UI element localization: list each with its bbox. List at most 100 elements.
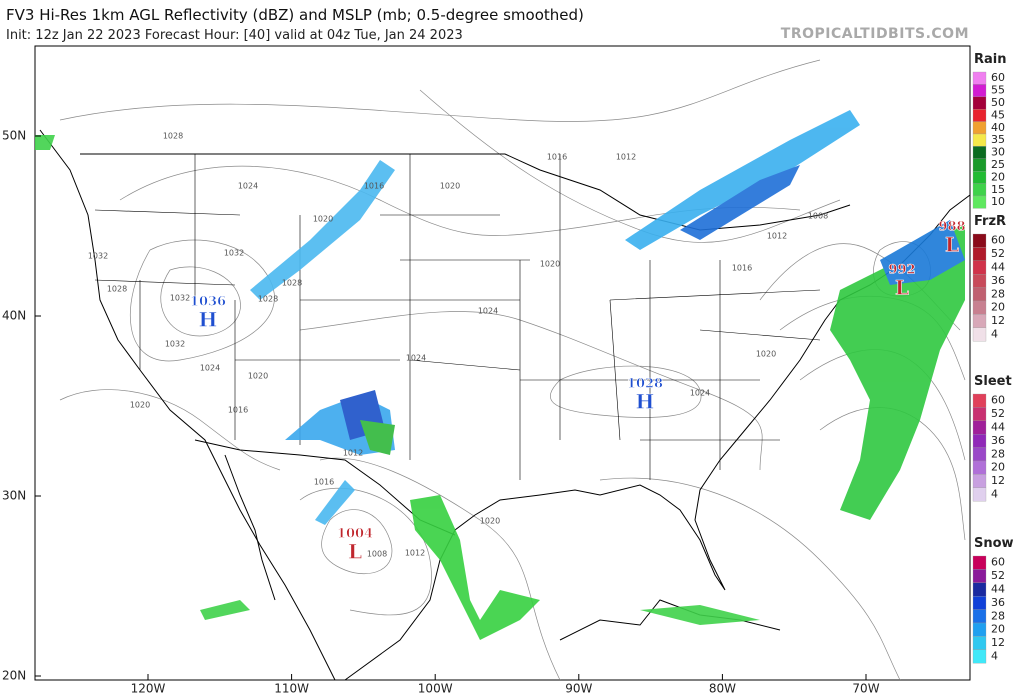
isobar-label: 1016 [732, 264, 752, 273]
legend-title: Rain [974, 52, 1007, 67]
legend-tick: 50 [991, 96, 1005, 109]
isobar-label: 1024 [238, 182, 258, 191]
isobar-label: 1016 [547, 153, 567, 162]
legend-swatch [972, 622, 987, 637]
isobar-label: 1020 [248, 372, 268, 381]
legend-swatch [972, 434, 987, 448]
lon-label: 90W [565, 682, 592, 696]
legend-swatch [972, 407, 987, 421]
legend-swatch [972, 146, 987, 159]
brand: TROPICALTIDBITS.COM [781, 26, 969, 42]
legend-tick: 36 [991, 596, 1005, 609]
legend-tick: 12 [991, 314, 1005, 327]
isobar-label: 1020 [130, 401, 150, 410]
isobar-label: 1024 [690, 389, 710, 398]
legend-swatch [972, 569, 987, 583]
legend-tick: 45 [991, 108, 1005, 121]
lat-label: 50N [2, 129, 26, 143]
isobar-label: 1016 [228, 406, 248, 415]
legend-title: FrzR [974, 214, 1006, 229]
legend-tick: 20 [991, 623, 1005, 636]
legend-tick: 36 [991, 274, 1005, 287]
map: 1028 1024 1016 1020 1016 1012 1020 1024 1024 1024… [34, 45, 971, 681]
pressure-letter: L [348, 540, 362, 564]
legend-swatch [972, 171, 987, 184]
legend-swatch [972, 460, 987, 475]
isobar-label: 1024 [406, 354, 426, 363]
legend-tick: 55 [991, 84, 1005, 97]
legend-tick: 35 [991, 133, 1005, 146]
isobar-label: 1020 [440, 182, 460, 191]
isobar-label: 1020 [540, 260, 560, 269]
legend-tick: 40 [991, 121, 1005, 134]
axis-labels: 50N 40N 30N 20N 120W 110W 100W 90W 80W 70W [2, 129, 880, 696]
legend-tick: 60 [991, 394, 1005, 407]
legend-swatch [972, 300, 987, 315]
legend: Rain6055504540353025201510FrzR6052443628… [972, 52, 1014, 664]
legend-tick: 44 [991, 421, 1005, 434]
legend-swatch [972, 121, 987, 135]
lon-label: 70W [852, 682, 879, 696]
legend-swatch [972, 393, 987, 408]
title: FV3 Hi-Res 1km AGL Reflectivity (dBZ) an… [6, 6, 584, 24]
pressure-value: 992 [888, 263, 915, 278]
legend-tick: 60 [991, 234, 1005, 247]
legend-tick: 20 [991, 461, 1005, 474]
isobar-label: 1016 [314, 478, 334, 487]
legend-swatch [972, 474, 987, 488]
legend-tick: 10 [991, 195, 1005, 208]
state-lines [94, 154, 821, 480]
legend-swatch [972, 555, 987, 570]
legend-swatch [972, 260, 987, 275]
legend-tick: 20 [991, 170, 1005, 183]
isobar-label: 1028 [163, 132, 183, 141]
isobar-label: 1012 [343, 449, 363, 458]
pressure-value: 1036 [190, 295, 226, 310]
legend-swatch [972, 596, 987, 610]
legend-tick: 28 [991, 609, 1005, 622]
legend-swatch [972, 133, 987, 147]
legend-tick: 52 [991, 247, 1005, 260]
isobar-label: 1028 [107, 285, 127, 294]
lon-label: 80W [709, 682, 736, 696]
isobar-label: 1020 [313, 215, 333, 224]
legend-swatch [972, 233, 987, 248]
isobar-label: 1032 [165, 340, 185, 349]
isobar-label: 1020 [480, 517, 500, 526]
pressure-letter: L [945, 233, 959, 257]
isobar-label: 1032 [170, 294, 190, 303]
precipitation [35, 110, 965, 640]
legend-swatch [972, 96, 987, 110]
lon-label: 120W [131, 682, 166, 696]
legend-swatch [972, 158, 987, 172]
legend-tick: 44 [991, 261, 1005, 274]
pressure-value: 1004 [337, 527, 373, 542]
legend-tick: 52 [991, 407, 1005, 420]
legend-swatch [972, 195, 987, 209]
legend-swatch [972, 71, 987, 85]
isobar-labels: 1028 1024 1016 1020 1016 1012 1020 1024 1024 1024… [88, 132, 828, 559]
lat-label: 40N [2, 309, 26, 323]
isobar-label: 1028 [258, 295, 278, 304]
isobar-label: 1008 [367, 550, 387, 559]
isobar-label: 1012 [616, 153, 636, 162]
legend-swatch [972, 84, 987, 97]
legend-swatch [972, 274, 987, 288]
isobar-label: 1020 [756, 350, 776, 359]
isobar-label: 1008 [808, 212, 828, 221]
legend-swatch [972, 327, 987, 342]
legend-title: Snow [974, 536, 1014, 551]
isobar-label: 1024 [478, 307, 498, 316]
subtitle: Init: 12z Jan 22 2023 Forecast Hour: [40… [6, 28, 463, 43]
legend-swatch [972, 287, 987, 302]
pressure-value: 1028 [627, 377, 663, 392]
legend-tick: 12 [991, 474, 1005, 487]
isobar-label: 1024 [200, 364, 220, 373]
legend-swatch [972, 649, 987, 664]
legend-tick: 52 [991, 569, 1005, 582]
legend-swatch [972, 183, 987, 197]
legend-tick: 12 [991, 636, 1005, 649]
legend-tick: 30 [991, 146, 1005, 159]
